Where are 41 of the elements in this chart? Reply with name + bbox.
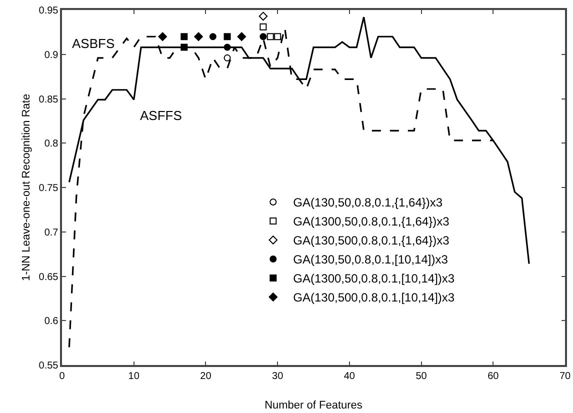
point [258,12,268,21]
x-tick-label: 60 [488,370,500,382]
x-axis-title: Number of Features [264,400,363,412]
y-tick-label: 0.55 [38,360,59,372]
point [260,23,267,30]
x-tick-label: 50 [416,370,428,382]
x-tick-label: 0 [59,370,66,382]
x-tick-label: 30 [272,370,284,382]
y-tick-label: 0.65 [38,272,59,283]
legend-label: GA(130,50,0.8,0.1,[10,14])x3 [293,252,448,267]
point [260,33,267,40]
point [274,33,282,40]
y-tick-label: 0.8 [44,138,59,150]
point [180,33,188,40]
y-tick-label: 0.9 [44,50,59,61]
legend-label: GA(1300,50,0.8,0.1,{1,64})x3 [293,214,450,229]
series-label: ASFFS [140,108,182,123]
point [180,44,188,51]
point [224,54,231,62]
x-tick-label: 10 [128,370,140,382]
y-tick-label: 0.85 [38,94,59,106]
point [224,33,231,40]
point [224,44,231,51]
legend-label: GA(130,500,0.8,0.1,{1,64})x3 [293,234,450,248]
legend-label: GA(130,50,0.8,0.1,{1,64})x3 [293,196,443,210]
y-axis-title: 1-NN Leave-one-out Recognition Rate [20,94,32,282]
point [266,33,274,40]
y-tick-label: 0.6 [44,316,59,328]
legend-label: GA(130,500,0.8,0.1,[10,14])x3 [293,290,455,305]
legend-label: GA(1300,50,0.8,0.1,[10,14])x3 [293,272,455,286]
y-tick-label: 0.75 [38,183,59,194]
x-tick-label: 40 [344,370,356,382]
point [237,32,246,42]
point [158,32,167,42]
y-tick-label: 0.7 [44,227,59,238]
series-label: ASBFS [72,36,115,51]
y-tick-label: 0.95 [38,6,59,16]
x-tick-label: 20 [200,370,212,382]
point [194,32,203,42]
x-tick-label: 70 [559,370,571,382]
point [209,33,216,40]
